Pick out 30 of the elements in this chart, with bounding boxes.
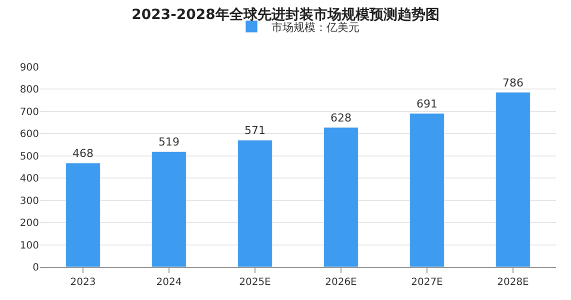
bar (152, 151, 186, 267)
y-tick-label: 400 (20, 174, 39, 185)
bar (66, 162, 100, 267)
bar (324, 127, 358, 267)
bar (496, 92, 530, 267)
data-label: 571 (244, 124, 266, 138)
chart-title: 2023-2028年全球先进封装市场规模预测趋势图 (132, 6, 440, 23)
data-label: 468 (72, 147, 94, 160)
y-tick-label: 800 (20, 84, 39, 96)
data-label: 519 (158, 136, 180, 149)
data-label: 786 (502, 76, 524, 90)
y-tick-label: 900 (20, 62, 39, 74)
y-tick-label: 200 (20, 218, 39, 230)
x-tick-label: 2023 (70, 277, 96, 288)
y-tick-label: 600 (20, 129, 39, 140)
x-tick-label: 2026E (325, 277, 357, 288)
y-tick-label: 0 (32, 262, 39, 274)
x-tick-label: 2028E (497, 277, 529, 288)
y-tick-label: 500 (20, 151, 39, 162)
bar (238, 140, 272, 267)
y-tick-label: 300 (20, 196, 39, 207)
bar (410, 113, 444, 267)
legend-label: 市场规模：亿美元 (272, 20, 360, 34)
data-label: 691 (416, 97, 438, 110)
x-tick-label: 2024 (156, 277, 182, 288)
x-tick-label: 2025E (239, 277, 271, 288)
x-tick-label: 2027E (411, 277, 443, 288)
y-tick-label: 700 (20, 106, 39, 118)
data-label: 628 (330, 111, 352, 124)
y-tick-label: 100 (20, 240, 39, 252)
